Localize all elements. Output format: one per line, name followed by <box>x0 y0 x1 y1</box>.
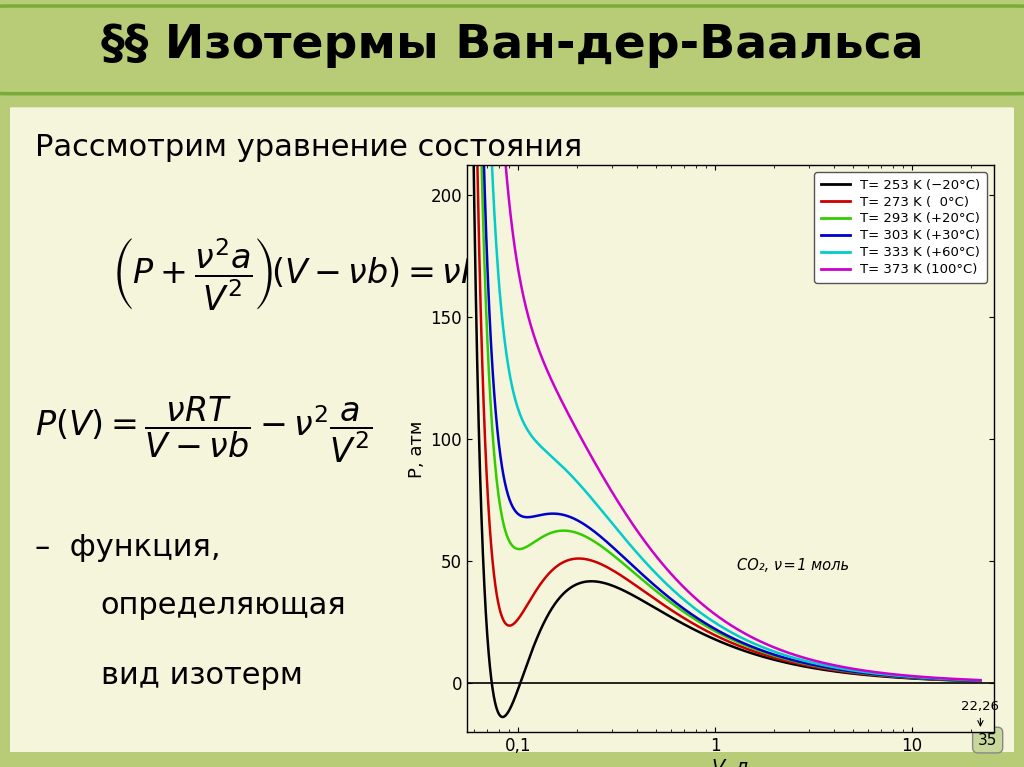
T= 253 K (−20°C) <box>974 676 986 686</box>
T= 303 K (+30°C) <box>474 30 486 39</box>
T= 303 K (+30°C) <box>571 515 584 525</box>
T= 293 K (+20°C) <box>574 530 587 539</box>
Y-axis label: P, атм: P, атм <box>409 420 426 478</box>
Text: 35: 35 <box>978 732 997 748</box>
T= 253 K (−20°C) <box>574 578 587 588</box>
Text: §§ Изотермы Ван-дер-Ваальса: §§ Изотермы Ван-дер-Ваальса <box>100 23 924 68</box>
T= 373 K (100°C) <box>548 380 560 389</box>
Legend: T= 253 K (−20°C), T= 273 K (  0°C), T= 293 K (+20°C), T= 303 K (+30°C), T= 333 K: T= 253 K (−20°C), T= 273 K ( 0°C), T= 29… <box>814 172 987 283</box>
T= 273 K (  0°C) <box>588 557 600 566</box>
T= 253 K (−20°C) <box>571 580 584 589</box>
T= 373 K (100°C) <box>974 676 986 685</box>
T= 293 K (+20°C) <box>474 122 486 131</box>
T= 273 K (  0°C) <box>548 565 560 574</box>
Line: T= 373 K (100°C): T= 373 K (100°C) <box>445 0 980 680</box>
T= 303 K (+30°C) <box>857 668 869 677</box>
T= 303 K (+30°C) <box>974 676 986 686</box>
FancyBboxPatch shape <box>2 105 1021 755</box>
T= 303 K (+30°C) <box>574 518 587 527</box>
Text: 22,26: 22,26 <box>962 700 999 726</box>
T= 293 K (+20°C) <box>974 676 986 686</box>
T= 303 K (+30°C) <box>548 509 560 518</box>
Line: T= 333 K (+60°C): T= 333 K (+60°C) <box>445 0 980 680</box>
FancyBboxPatch shape <box>0 6 1024 94</box>
T= 273 K (  0°C) <box>474 306 486 315</box>
T= 333 K (+60°C) <box>574 481 587 490</box>
Line: T= 273 K (  0°C): T= 273 K ( 0°C) <box>445 0 980 681</box>
Line: T= 303 K (+30°C): T= 303 K (+30°C) <box>445 0 980 681</box>
T= 273 K (  0°C) <box>571 554 584 563</box>
T= 253 K (−20°C) <box>474 489 486 499</box>
T= 253 K (−20°C) <box>588 577 600 586</box>
T= 333 K (+60°C) <box>571 477 584 486</box>
T= 373 K (100°C) <box>857 666 869 675</box>
T= 293 K (+20°C) <box>588 537 600 546</box>
T= 373 K (100°C) <box>588 457 600 466</box>
T= 333 K (+60°C) <box>588 497 600 506</box>
T= 273 K (  0°C) <box>574 554 587 563</box>
T= 333 K (+60°C) <box>548 453 560 463</box>
Text: $P(V) = \dfrac{\nu RT}{V - \nu b} - \nu^2 \dfrac{a}{V^2}$: $P(V) = \dfrac{\nu RT}{V - \nu b} - \nu^… <box>35 394 373 465</box>
T= 273 K (  0°C) <box>857 670 869 679</box>
T= 253 K (−20°C) <box>497 713 509 722</box>
Text: CO₂, ν = 1 моль: CO₂, ν = 1 моль <box>737 558 850 573</box>
Line: T= 293 K (+20°C): T= 293 K (+20°C) <box>445 0 980 681</box>
T= 273 K (  0°C) <box>974 676 986 686</box>
Text: определяющая: определяющая <box>100 591 346 620</box>
X-axis label: V, л: V, л <box>713 758 749 767</box>
T= 373 K (100°C) <box>571 426 584 435</box>
T= 333 K (+60°C) <box>857 667 869 676</box>
Text: Рассмотрим уравнение состояния: Рассмотрим уравнение состояния <box>35 133 583 162</box>
Line: T= 253 K (−20°C): T= 253 K (−20°C) <box>445 0 980 717</box>
T= 333 K (+60°C) <box>974 676 986 685</box>
T= 293 K (+20°C) <box>571 528 584 538</box>
Text: –  функция,: – функция, <box>35 532 221 561</box>
Text: вид изотерм: вид изотерм <box>100 661 302 690</box>
T= 293 K (+20°C) <box>857 669 869 678</box>
T= 373 K (100°C) <box>574 433 587 442</box>
T= 303 K (+30°C) <box>588 527 600 536</box>
T= 253 K (−20°C) <box>548 601 560 611</box>
Text: $\left(P + \dfrac{\nu^2 a}{V^2}\right)\!(V - \nu b) = \nu RT$: $\left(P + \dfrac{\nu^2 a}{V^2}\right)\!… <box>111 237 508 313</box>
T= 293 K (+20°C) <box>548 528 560 537</box>
T= 253 K (−20°C) <box>857 670 869 680</box>
